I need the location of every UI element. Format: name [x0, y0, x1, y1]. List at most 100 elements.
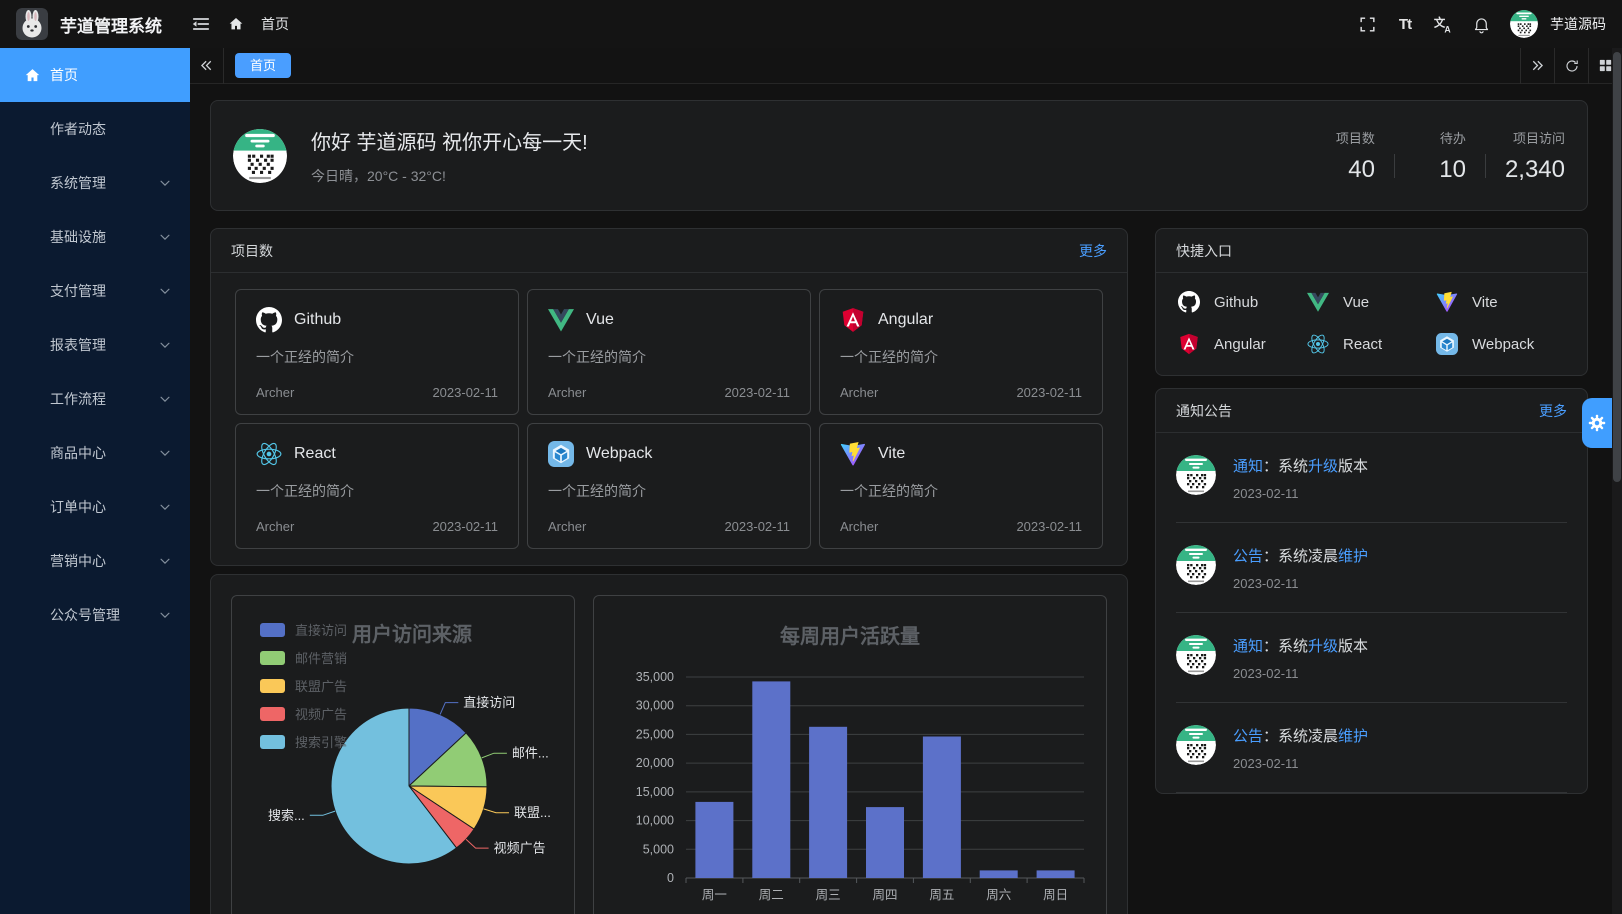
- sidebar-item-8[interactable]: 订单中心: [0, 480, 190, 534]
- project-name-link[interactable]: Vite: [878, 445, 906, 462]
- grid-icon: [1599, 59, 1612, 72]
- sidebar-item-label: 订单中心: [50, 499, 106, 515]
- project-name-link[interactable]: Angular: [878, 311, 934, 328]
- notice-avatar: [1176, 455, 1216, 495]
- shortcut-vite[interactable]: Vite: [1436, 289, 1565, 315]
- pie-legend-item[interactable]: 视频广告: [260, 704, 347, 723]
- project-name-link[interactable]: Github: [294, 311, 342, 328]
- notice-item-2[interactable]: 通知：系统升级版本 2023-02-11: [1156, 613, 1587, 681]
- sidebar-item-5[interactable]: 报表管理: [0, 318, 190, 372]
- svg-text:周二: 周二: [759, 888, 784, 902]
- user-name[interactable]: 芋道源码: [1550, 16, 1606, 32]
- legend-label: 邮件营销: [295, 651, 348, 666]
- sidebar-item-3[interactable]: 基础设施: [0, 210, 190, 264]
- notice-title[interactable]: 公告：系统凌晨维护: [1233, 548, 1369, 565]
- shortcuts-grid: Github Vue Vite Angular React Webpack: [1156, 273, 1587, 375]
- content-columns: 项目数 更多 Github 一个正经的简介 Archer 2023-02-11 Vu…: [210, 228, 1588, 914]
- svg-text:直接访问: 直接访问: [463, 695, 515, 710]
- shortcut-webpack[interactable]: Webpack: [1436, 331, 1565, 357]
- tabs-scroll-left-button[interactable]: [190, 47, 224, 84]
- notice-title[interactable]: 通知：系统升级版本: [1233, 638, 1369, 655]
- project-name-link[interactable]: React: [294, 445, 336, 462]
- tab-options-button[interactable]: [1588, 47, 1622, 84]
- sidebar-item-1[interactable]: 作者动态: [0, 102, 190, 156]
- svg-text:30,000: 30,000: [636, 699, 674, 713]
- bell-icon: [1474, 17, 1488, 33]
- vue-icon: [548, 309, 574, 332]
- svg-text:周四: 周四: [872, 888, 897, 902]
- greeting-avatar: [233, 128, 287, 183]
- project-author: Archer: [548, 385, 587, 400]
- sidebar-item-2[interactable]: 系统管理: [0, 156, 190, 210]
- theme-settings-button[interactable]: [1582, 398, 1612, 448]
- sidebar-item-9[interactable]: 营销中心: [0, 534, 190, 588]
- projects-more-link[interactable]: 更多: [1079, 242, 1107, 259]
- project-name-link[interactable]: Vue: [586, 311, 614, 328]
- pie-legend-item[interactable]: 邮件营销: [260, 648, 347, 667]
- fullscreen-button[interactable]: [1350, 7, 1384, 41]
- sidebar-item-10[interactable]: 公众号管理: [0, 588, 190, 642]
- svg-text:文: 文: [1433, 15, 1445, 29]
- notice-title[interactable]: 通知：系统升级版本: [1233, 458, 1369, 475]
- svg-text:周三: 周三: [816, 888, 841, 902]
- breadcrumb-item-home[interactable]: 首页: [261, 16, 289, 32]
- pie-legend-item[interactable]: 直接访问: [260, 620, 347, 639]
- notifications-button[interactable]: [1464, 7, 1498, 41]
- sidebar-item-6[interactable]: 工作流程: [0, 372, 190, 426]
- notice-separator: [1176, 612, 1567, 613]
- sidebar-item-7[interactable]: 商品中心: [0, 426, 190, 480]
- notice-item-0[interactable]: 通知：系统升级版本 2023-02-11: [1156, 433, 1587, 501]
- sidebar-item-label: 工作流程: [50, 391, 106, 407]
- notice-item-1[interactable]: 公告：系统凌晨维护 2023-02-11: [1156, 523, 1587, 591]
- project-author: Archer: [840, 385, 879, 400]
- react-icon: [256, 442, 282, 466]
- pie-legend-item[interactable]: 联盟广告: [260, 676, 347, 695]
- sidebar-item-label: 支付管理: [50, 283, 106, 299]
- notice-item-3[interactable]: 公告：系统凌晨维护 2023-02-11: [1156, 703, 1587, 771]
- double-arrow-right-icon: [1532, 60, 1544, 71]
- scrollbar-thumb[interactable]: [1613, 52, 1621, 482]
- chevron-down-icon: [158, 392, 172, 406]
- shortcuts-panel-title: 快捷入口: [1176, 242, 1232, 259]
- tab-home[interactable]: 首页: [235, 53, 292, 78]
- notice-title[interactable]: 公告：系统凌晨维护: [1233, 728, 1369, 745]
- refresh-icon: [1565, 59, 1578, 72]
- sidebar-item-4[interactable]: 支付管理: [0, 264, 190, 318]
- qr-avatar-image: [1176, 455, 1216, 495]
- sidebar-collapse-button[interactable]: [184, 7, 218, 41]
- sidebar-menu: 首页 作者动态 系统管理 基础设施支付管理报表管理工作流程商品中心订单中心营销中心公众…: [0, 48, 190, 642]
- pie-legend-item[interactable]: 搜索引擎: [260, 732, 347, 751]
- project-date: 2023-02-11: [1016, 385, 1082, 400]
- shortcut-github[interactable]: Github: [1178, 289, 1307, 315]
- refresh-tab-button[interactable]: [1554, 47, 1588, 84]
- chevron-down-icon: [160, 234, 170, 241]
- chevron-down-icon: [158, 608, 172, 622]
- notice-separator: [1176, 522, 1567, 523]
- chevron-down-icon: [160, 180, 170, 187]
- project-author: Archer: [256, 385, 295, 400]
- stat-value: 2,340: [1504, 155, 1565, 183]
- sidebar-item-0[interactable]: 首页: [0, 48, 190, 102]
- tabs-scroll-right-button[interactable]: [1520, 47, 1554, 84]
- legend-label: 视频广告: [295, 707, 348, 722]
- chevron-down-icon: [160, 288, 170, 295]
- project-name-link[interactable]: Webpack: [586, 445, 653, 462]
- svg-text:联盟...: 联盟...: [514, 805, 551, 820]
- notice-date: 2023-02-11: [1233, 576, 1299, 591]
- webpack-icon: [1436, 333, 1458, 355]
- font-size-button[interactable]: Tt: [1388, 7, 1422, 41]
- user-avatar[interactable]: [1510, 10, 1538, 38]
- shortcut-angular[interactable]: Angular: [1178, 331, 1307, 357]
- font-size-icon: Tt: [1398, 15, 1412, 33]
- page-content: 你好 芋道源码 祝你开心每一天! 今日晴，20°C - 32°C! 项目数 40…: [190, 84, 1622, 914]
- notices-more-link[interactable]: 更多: [1539, 402, 1567, 419]
- sidebar-item-label: 营销中心: [50, 553, 106, 569]
- shortcut-vue[interactable]: Vue: [1307, 289, 1436, 315]
- stat-divider: [1393, 153, 1395, 178]
- shortcut-react[interactable]: React: [1307, 331, 1436, 357]
- chevron-down-icon: [158, 176, 172, 190]
- language-icon: 文A: [1433, 15, 1451, 34]
- project-card-angular: Angular 一个正经的简介 Archer 2023-02-11: [819, 289, 1103, 415]
- notice-date: 2023-02-11: [1233, 486, 1299, 501]
